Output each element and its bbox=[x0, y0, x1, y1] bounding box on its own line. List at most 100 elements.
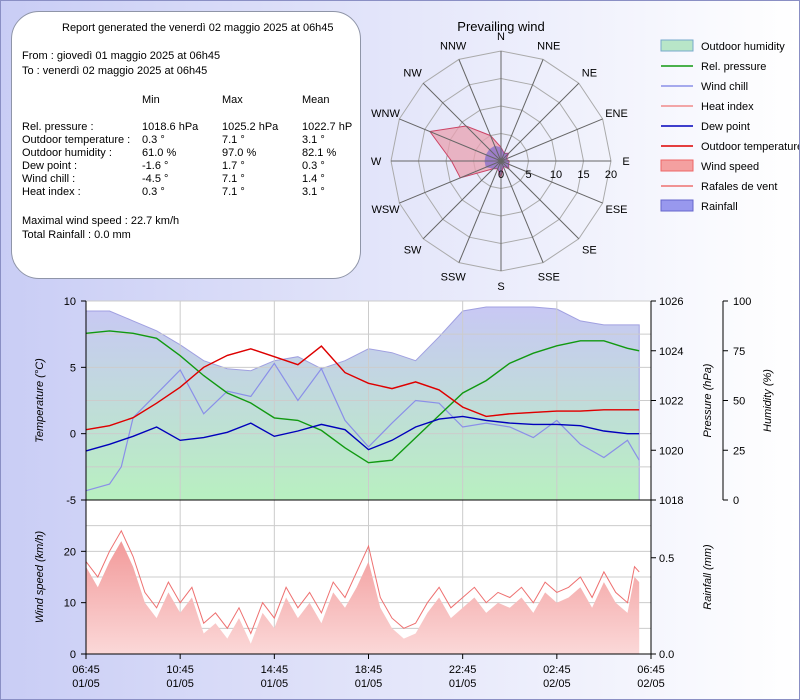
x-tick-date: 01/05 bbox=[355, 678, 383, 690]
col-mean-header: Mean bbox=[302, 94, 330, 106]
rose-direction-label: WNW bbox=[371, 108, 400, 120]
rose-spoke bbox=[500, 59, 544, 162]
rose-direction-label: SSW bbox=[441, 272, 467, 284]
gust-line bbox=[85, 529, 640, 635]
x-tick-time: 22:45 bbox=[449, 664, 477, 676]
chart-legend: Outdoor humidity Rel. pressure Wind chill H… bbox=[660, 39, 799, 213]
rose-radial-tick: 15 bbox=[577, 169, 589, 181]
x-tick-time: 06:45 bbox=[72, 664, 100, 676]
pressure-tick-label: 1020 bbox=[659, 445, 683, 457]
pressure-tick-label: 1022 bbox=[659, 396, 683, 408]
row-mean: 82.1 % bbox=[302, 147, 337, 159]
pressure-tick-label: 1026 bbox=[659, 296, 683, 308]
x-tick-date: 01/05 bbox=[261, 678, 289, 690]
legend-label: Dew point bbox=[701, 121, 750, 133]
wind-chill-line bbox=[85, 362, 640, 492]
row-min: 61.0 % bbox=[142, 147, 177, 159]
rose-direction-label: ENE bbox=[605, 108, 628, 120]
row-max: 1.7 ° bbox=[222, 160, 245, 172]
rose-direction-label: SSE bbox=[538, 272, 560, 284]
wind-tick-label: 0 bbox=[70, 649, 76, 661]
x-tick-time: 14:45 bbox=[261, 664, 289, 676]
row-min: 0.3 ° bbox=[142, 134, 165, 146]
x-tick-date: 02/05 bbox=[637, 678, 665, 690]
rose-direction-label: SE bbox=[582, 244, 597, 256]
temp-tick-label: 5 bbox=[70, 362, 76, 374]
rose-direction-label: ESE bbox=[605, 204, 627, 216]
pressure-line bbox=[85, 330, 640, 464]
humidity-tick-label: 75 bbox=[733, 346, 745, 358]
temp-tick-label: 0 bbox=[70, 429, 76, 441]
row-mean: 1022.7 hPa bbox=[302, 121, 352, 133]
legend-swatch bbox=[660, 39, 694, 52]
col-max-header: Max bbox=[222, 94, 243, 106]
col-min-header: Min bbox=[142, 94, 160, 106]
x-tick-time: 10:45 bbox=[166, 664, 194, 676]
max-wind-speed: Maximal wind speed : 22.7 km/h bbox=[22, 215, 180, 227]
temperature-axis-title: Temperature (°C) bbox=[34, 358, 46, 443]
x-tick-date: 01/05 bbox=[72, 678, 100, 690]
pressure-axis-title: Pressure (hPa) bbox=[702, 363, 714, 437]
rose-spoke bbox=[500, 82, 580, 162]
legend-label: Rainfall bbox=[701, 201, 738, 213]
x-tick-date: 02/05 bbox=[543, 678, 571, 690]
legend-swatch bbox=[660, 159, 694, 172]
rose-direction-label: SW bbox=[404, 244, 422, 256]
rose-radial-tick: 0 bbox=[498, 169, 504, 181]
x-tick-date: 01/05 bbox=[449, 678, 477, 690]
legend-label: Outdoor humidity bbox=[701, 41, 785, 53]
report-to: To : venerdì 02 maggio 2025 at 06h45 bbox=[22, 65, 208, 77]
x-tick-time: 02:45 bbox=[543, 664, 571, 676]
legend-label: Wind speed bbox=[701, 161, 759, 173]
rose-radial-tick: 5 bbox=[525, 169, 531, 181]
legend-label: Rafales de vent bbox=[701, 181, 777, 193]
humidity-area bbox=[85, 306, 640, 501]
row-label: Heat index : bbox=[22, 186, 81, 198]
rose-direction-label: NW bbox=[403, 68, 422, 80]
rose-spoke bbox=[458, 160, 502, 263]
wind-tick-label: 10 bbox=[64, 598, 76, 610]
row-label: Wind chill : bbox=[22, 173, 76, 185]
report-summary-panel: Report generated the venerdì 02 maggio 2… bbox=[11, 11, 361, 279]
temperature-line bbox=[85, 345, 640, 431]
row-mean: 3.1 ° bbox=[302, 186, 325, 198]
report-from: From : giovedì 01 maggio 2025 at 06h45 bbox=[22, 50, 221, 62]
x-tick-date: 01/05 bbox=[166, 678, 194, 690]
legend-label: Rel. pressure bbox=[701, 61, 766, 73]
rose-direction-label: NE bbox=[582, 68, 597, 80]
pressure-tick-label: 1024 bbox=[659, 346, 683, 358]
wind-tick-label: 20 bbox=[64, 546, 76, 558]
row-min: -1.6 ° bbox=[142, 160, 169, 172]
temp-tick-label: -5 bbox=[66, 495, 76, 507]
report-title: Report generated the venerdì 02 maggio 2… bbox=[62, 22, 334, 34]
row-label: Outdoor humidity : bbox=[22, 147, 112, 159]
row-min: 1018.6 hPa bbox=[142, 121, 199, 133]
row-min: 0.3 ° bbox=[142, 186, 165, 198]
rose-direction-label: NNW bbox=[440, 41, 467, 53]
row-min: -4.5 ° bbox=[142, 173, 169, 185]
rose-direction-label: W bbox=[371, 156, 382, 168]
rose-direction-label: NNE bbox=[537, 41, 560, 53]
row-mean: 1.4 ° bbox=[302, 173, 325, 185]
rose-spoke bbox=[500, 118, 603, 162]
rain-tick-label: 0.5 bbox=[659, 553, 674, 565]
rose-spoke bbox=[500, 160, 580, 240]
row-max: 1025.2 hPa bbox=[222, 121, 279, 133]
row-max: 97.0 % bbox=[222, 147, 257, 159]
legend-label: Heat index bbox=[701, 101, 754, 113]
wind-speed-area bbox=[86, 541, 640, 654]
rose-direction-label: E bbox=[622, 156, 629, 168]
row-max: 7.1 ° bbox=[222, 173, 245, 185]
row-label: Rel. pressure : bbox=[22, 121, 94, 133]
time-series-chart: -505101018102010221024102602550751000102… bbox=[34, 296, 774, 690]
rose-direction-label: N bbox=[497, 31, 505, 43]
row-label: Outdoor temperature : bbox=[22, 134, 131, 146]
humidity-tick-label: 50 bbox=[733, 396, 745, 408]
rose-spoke bbox=[500, 160, 544, 263]
rose-spoke bbox=[422, 82, 502, 162]
wind-axis-title: Wind speed (km/h) bbox=[34, 531, 46, 624]
humidity-tick-label: 25 bbox=[733, 445, 745, 457]
rose-direction-label: WSW bbox=[371, 204, 400, 216]
